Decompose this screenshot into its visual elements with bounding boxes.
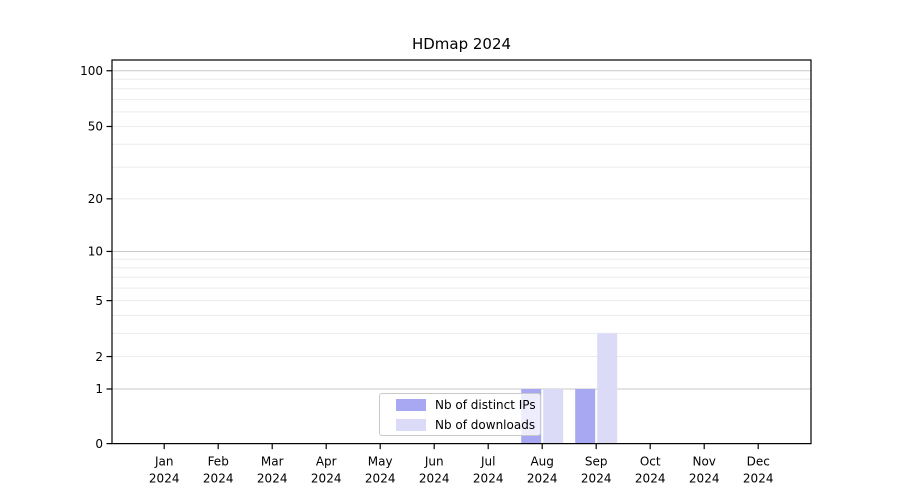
- x-tick-label-year: 2024: [635, 472, 666, 486]
- x-tick-label-year: 2024: [365, 472, 396, 486]
- y-tick-label: 0: [95, 437, 103, 451]
- y-tick-label: 5: [95, 294, 103, 308]
- x-tick-label-month: Jan: [154, 455, 174, 469]
- x-tick-label-year: 2024: [419, 472, 450, 486]
- x-tick-label-month: Dec: [747, 455, 770, 469]
- x-tick-label-month: Jul: [480, 455, 495, 469]
- y-tick-label: 10: [88, 245, 103, 259]
- chart-title: HDmap 2024: [411, 35, 512, 53]
- legend: Nb of distinct IPs Nb of downloads: [379, 393, 541, 436]
- x-tick-label-month: Feb: [208, 455, 229, 469]
- x-tick-label-year: 2024: [527, 472, 558, 486]
- x-tick-label-month: Jun: [424, 455, 444, 469]
- x-tick-label-year: 2024: [473, 472, 504, 486]
- legend-swatch-downloads: [396, 418, 426, 431]
- legend-label-distinct-ips: Nb of distinct IPs: [435, 397, 536, 412]
- bar-downloads-aug: [543, 388, 564, 444]
- x-tick-label-month: Nov: [692, 455, 715, 469]
- x-tick-label-year: 2024: [743, 472, 774, 486]
- legend-swatch-distinct-ips: [396, 398, 426, 411]
- legend-item-distinct-ips: Nb of distinct IPs: [396, 397, 540, 413]
- x-tick-label-month: Oct: [640, 455, 661, 469]
- y-tick-label: 1: [95, 382, 103, 396]
- y-tick-label: 50: [88, 120, 103, 134]
- legend-item-downloads: Nb of downloads: [396, 417, 540, 433]
- x-tick-label-year: 2024: [311, 472, 342, 486]
- x-tick-label-month: Mar: [261, 455, 284, 469]
- x-tick-label-month: Apr: [316, 455, 337, 469]
- x-tick-label-month: May: [368, 455, 393, 469]
- x-tick-label-year: 2024: [257, 472, 288, 486]
- bar-downloads-sep: [597, 333, 618, 444]
- legend-label-downloads: Nb of downloads: [435, 417, 536, 432]
- x-tick-label-month: Aug: [530, 455, 553, 469]
- y-tick-label: 20: [88, 192, 103, 206]
- x-tick-label-year: 2024: [689, 472, 720, 486]
- x-tick-label-year: 2024: [149, 472, 180, 486]
- y-tick-label: 100: [80, 64, 103, 78]
- x-tick-label-year: 2024: [203, 472, 234, 486]
- bar-distinct-ips-sep: [575, 388, 596, 444]
- x-tick-label-month: Sep: [585, 455, 608, 469]
- x-tick-label-year: 2024: [581, 472, 612, 486]
- y-tick-label: 2: [95, 350, 103, 364]
